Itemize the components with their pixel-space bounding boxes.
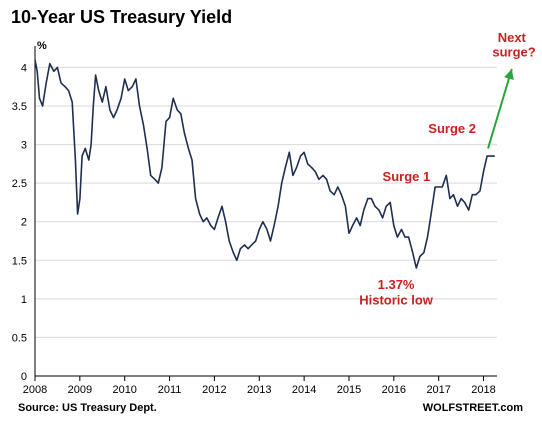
y-tick-label: 3.5	[12, 101, 27, 113]
annotation-label: Next	[498, 30, 527, 45]
arrow-line	[487, 68, 513, 149]
x-tick-label: 2015	[337, 384, 361, 396]
y-tick-label: 1.5	[12, 255, 27, 267]
annotation-label: 1.37%	[378, 277, 415, 292]
x-tick-label: 2011	[158, 384, 182, 396]
annotation-label: surge?	[492, 45, 535, 60]
y-tick-label: 1	[21, 294, 27, 306]
y-tick-label: 2	[21, 217, 27, 229]
x-tick-label: 2008	[23, 384, 47, 396]
annotation-label: Historic low	[359, 292, 434, 307]
axes	[34, 46, 497, 377]
brand-label: WOLFSTREET.com	[422, 402, 523, 414]
annotation-label: Surge 2	[428, 121, 476, 136]
x-tick-label: 2012	[202, 384, 226, 396]
x-tick-label: 2018	[471, 384, 495, 396]
series-line	[34, 59, 495, 269]
x-tick-label: 2016	[382, 384, 406, 396]
arrow-head	[504, 68, 514, 80]
series-group	[34, 59, 495, 269]
y-tick-label: 3	[21, 140, 27, 152]
x-tick-label: 2014	[292, 384, 316, 396]
annotation-label: Surge 1	[383, 169, 431, 184]
x-tick-label: 2010	[112, 384, 136, 396]
x-tick-label: 2017	[426, 384, 450, 396]
y-tick-label: 4	[21, 62, 27, 74]
y-tick-labels: 0 0.5 1 1.5 2 2.5 3 3.5 4	[12, 62, 27, 383]
x-tick-label: 2013	[247, 384, 271, 396]
y-tick-label: 0	[21, 371, 27, 383]
x-tick-label: 2009	[68, 384, 92, 396]
chart-title: 10-Year US Treasury Yield	[11, 7, 233, 27]
y-axis-unit: %	[37, 40, 47, 52]
annotations: Surge 1 Surge 2 1.37%Historic low Nextsurge…	[359, 30, 536, 307]
y-tick-label: 2.5	[12, 178, 27, 190]
x-tick-labels: 2008 2009 2010 2011 2012 2013 2014 2015 2016 2017…	[23, 376, 496, 396]
gridlines	[35, 66, 497, 338]
y-tick-label: 0.5	[12, 332, 27, 344]
source-note: Source: US Treasury Dept.	[18, 402, 157, 414]
